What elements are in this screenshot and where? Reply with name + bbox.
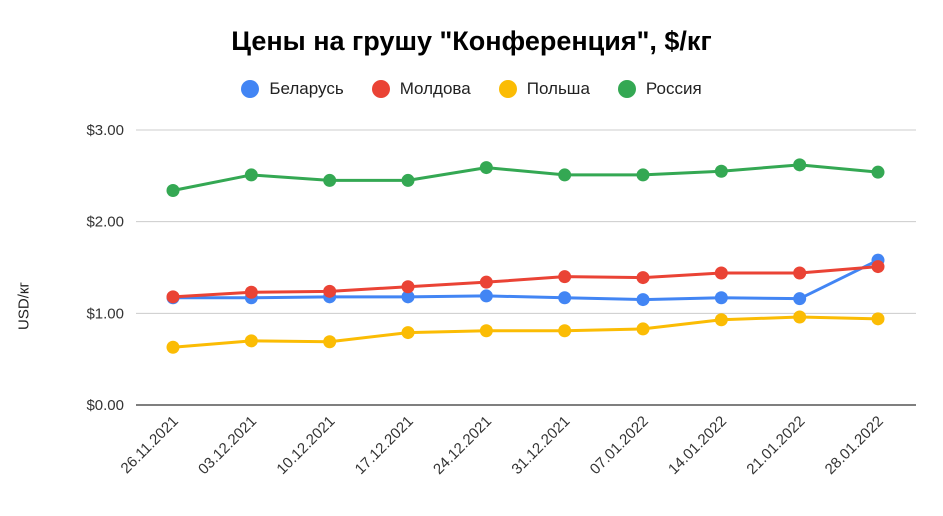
data-point: [793, 310, 807, 324]
y-tick-label: $1.00: [86, 305, 124, 322]
chart-title: Цены на грушу "Конференция", $/кг: [231, 26, 712, 56]
data-point: [479, 289, 493, 303]
data-point: [714, 164, 728, 178]
legend-label: Беларусь: [269, 79, 344, 98]
x-tick-label: 31.12.2021: [508, 413, 573, 478]
legend-label: Россия: [645, 79, 702, 98]
legend-label: Молдова: [399, 79, 471, 98]
data-point: [714, 313, 728, 327]
data-point: [871, 165, 885, 179]
data-point: [636, 293, 650, 307]
data-point: [166, 340, 180, 354]
data-point: [793, 266, 807, 280]
legend: Беларусь Молдова Польша Россия: [0, 79, 943, 99]
series-line: [172, 163, 879, 192]
y-tick-label: $3.00: [86, 122, 124, 139]
x-tick-label: 26.11.2021: [118, 413, 182, 477]
data-point: [166, 290, 180, 304]
x-tick-label: 21.01.2022: [743, 413, 808, 478]
series-line: [173, 258, 879, 302]
data-point: [636, 168, 650, 182]
data-point: [401, 326, 415, 340]
data-point: [871, 260, 885, 274]
data-point: [636, 271, 650, 285]
legend-label: Польша: [526, 79, 590, 98]
data-point: [244, 285, 258, 299]
x-tick-label: 07.01.2022: [587, 413, 652, 478]
data-point: [323, 173, 337, 187]
data-point: [401, 173, 415, 187]
series-line: [172, 315, 879, 349]
x-tick-label: 24.12.2021: [430, 413, 495, 478]
data-point: [558, 291, 572, 305]
data-point: [714, 291, 728, 305]
data-point: [636, 322, 650, 336]
x-tick-label: 17.12.2021: [352, 413, 417, 478]
data-point: [166, 184, 180, 197]
data-point: [244, 334, 258, 348]
data-point: [244, 168, 258, 182]
data-point: [479, 161, 493, 175]
data-point: [401, 280, 415, 294]
legend-marker: [498, 80, 517, 98]
legend-item: Россия: [617, 79, 702, 99]
data-point: [401, 290, 415, 304]
legend-marker: [241, 80, 260, 98]
y-tick-label: $2.00: [86, 214, 124, 231]
data-point: [323, 284, 337, 298]
x-tick-label: 10.12.2021: [273, 413, 338, 478]
legend-item: Польша: [498, 79, 590, 99]
series-line: [172, 265, 879, 299]
y-tick-label: $0.00: [86, 397, 124, 414]
data-point: [793, 292, 807, 306]
legend-marker: [617, 80, 636, 98]
data-point: [793, 158, 807, 172]
data-point: [479, 275, 493, 289]
x-tick-label: 14.01.2022: [665, 413, 730, 478]
x-tick-label: 28.01.2022: [822, 413, 887, 478]
data-point: [558, 270, 572, 284]
x-tick-label: 03.12.2021: [195, 413, 260, 478]
data-point: [714, 266, 728, 280]
legend-item: Беларусь: [241, 79, 344, 99]
data-point: [558, 168, 572, 182]
data-point: [558, 324, 572, 338]
data-point: [479, 324, 493, 338]
data-point: [871, 312, 885, 326]
legend-item: Молдова: [371, 79, 471, 99]
legend-marker: [371, 80, 390, 98]
data-point: [323, 335, 337, 349]
